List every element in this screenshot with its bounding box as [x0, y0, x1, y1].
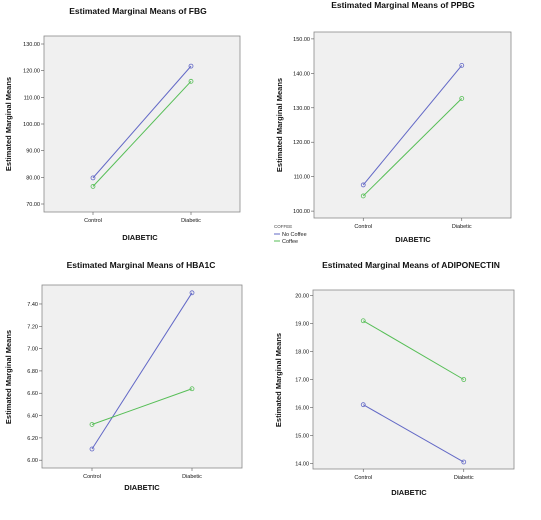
data-point-marker [360, 193, 366, 199]
chart-hba1c: Estimated Marginal Means of HBA1C 6.00 6.2… [0, 253, 270, 515]
y-tick-label: 16.00 [295, 405, 309, 411]
plot-area [41, 284, 243, 469]
y-tick-label: 6.80 [27, 369, 38, 375]
y-tick-label: 7.00 [27, 347, 38, 353]
data-point-marker [459, 63, 465, 68]
y-tick-label: 140.00 [293, 71, 310, 77]
y-axis-title: Estimated Marginal Means [275, 78, 284, 172]
data-point-marker [189, 290, 195, 296]
y-tick-label: 20.00 [295, 294, 309, 300]
x-axis-title: DIABETIC [391, 488, 427, 497]
y-tick-label: 17.00 [295, 378, 309, 384]
x-axis-title: DIABETIC [122, 233, 158, 242]
y-axis-title: Estimated Marginal Means [4, 77, 13, 171]
chart-title: Estimated Marginal Means of HBA1C [67, 260, 216, 270]
data-point-marker [90, 183, 96, 189]
chart-adiponectin: Estimated Marginal Means of ADIPONECTIN 1… [270, 253, 541, 515]
chart-title: Estimated Marginal Means of FBG [69, 6, 207, 16]
y-tick-label: 6.40 [27, 414, 38, 420]
x-axis-title: DIABETIC [395, 235, 431, 244]
y-tick-label: 6.00 [27, 458, 38, 464]
y-tick-label: 130.00 [23, 42, 40, 48]
data-point-marker [188, 63, 194, 69]
y-tick-label: 100.00 [293, 209, 310, 215]
x-tick-label: Control [354, 475, 372, 481]
chart-svg: Estimated Marginal Means of ADIPONECTIN 1… [274, 260, 515, 497]
data-point-marker [89, 446, 95, 452]
y-tick-label: 6.60 [27, 391, 38, 397]
x-tick-label: Control [354, 224, 372, 230]
data-point-marker [360, 402, 366, 408]
x-tick-label: Diabetic [182, 474, 202, 480]
y-tick-label: 120.00 [23, 69, 40, 75]
y-axis-title: Estimated Marginal Means [4, 330, 13, 424]
series-line-coffee [362, 98, 463, 197]
series-line-coffee [92, 80, 192, 187]
legend-title: COFFEE [274, 224, 292, 229]
x-tick-label: Control [83, 474, 101, 480]
x-axis-title: DIABETIC [124, 483, 160, 492]
y-tick-label: 80.00 [26, 175, 40, 181]
y-tick-label: 19.00 [295, 322, 309, 328]
chart-ppbg: Estimated Marginal Means of PPBG 100.00 11… [270, 0, 541, 250]
plot-area [312, 289, 515, 470]
series-line-no-coffee [92, 65, 192, 179]
y-tick-label: 70.00 [26, 202, 40, 208]
y-tick-label: 6.20 [27, 436, 38, 442]
x-tick-label: Diabetic [181, 218, 201, 224]
data-point-marker [459, 96, 465, 101]
series-line-no-coffee [362, 65, 463, 186]
x-tick-label: Control [84, 218, 102, 224]
plot-area [43, 35, 241, 213]
data-point-marker [360, 182, 366, 188]
y-tick-label: 150.00 [293, 37, 310, 43]
y-tick-label: 7.40 [27, 302, 38, 308]
legend-entry-label: No Coffee [282, 232, 307, 238]
x-tick-label: Diabetic [452, 224, 472, 230]
data-point-marker [188, 78, 194, 84]
y-tick-label: 14.00 [295, 461, 309, 467]
chart-title: Estimated Marginal Means of ADIPONECTIN [322, 260, 500, 270]
series-line-no-coffee [363, 404, 464, 463]
chart-fbg: Estimated Marginal Means of FBG 70.00 80.0… [0, 0, 270, 250]
data-point-marker [89, 422, 95, 427]
chart-svg: Estimated Marginal Means of HBA1C 6.00 6.2… [4, 260, 243, 492]
data-point-marker [461, 459, 467, 465]
y-tick-label: 100.00 [23, 122, 40, 128]
y-tick-label: 120.00 [293, 140, 310, 146]
data-point-marker [189, 386, 195, 392]
y-tick-label: 90.00 [26, 149, 40, 155]
data-point-marker [461, 377, 467, 382]
y-tick-label: 15.00 [295, 433, 309, 439]
x-tick-label: Diabetic [454, 475, 474, 481]
legend-entry-label: Coffee [282, 239, 298, 245]
series-line-coffee [362, 320, 465, 380]
y-tick-label: 130.00 [293, 106, 310, 112]
y-tick-label: 7.20 [27, 324, 38, 330]
series-line-no-coffee [91, 292, 193, 450]
y-axis-title: Estimated Marginal Means [274, 333, 283, 427]
chart-svg: Estimated Marginal Means of PPBG 100.00 11… [274, 0, 512, 245]
data-point-marker [360, 318, 366, 324]
y-tick-label: 110.00 [294, 175, 310, 181]
data-point-marker [90, 175, 96, 181]
y-tick-label: 110.00 [24, 95, 40, 101]
chart-title: Estimated Marginal Means of PPBG [331, 0, 475, 10]
chart-svg: Estimated Marginal Means of FBG 70.00 80.0… [4, 6, 241, 242]
y-tick-label: 18.00 [295, 350, 309, 356]
series-line-coffee [91, 388, 193, 425]
